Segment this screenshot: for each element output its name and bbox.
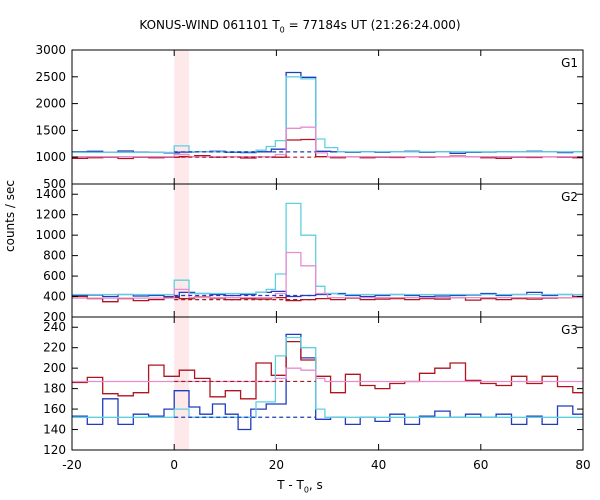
y-tick-label: 200: [43, 361, 66, 375]
y-tick-label: 120: [43, 443, 66, 457]
highlight-interval: [174, 50, 190, 450]
x-axis-label: T - T0, s: [0, 478, 600, 494]
title-subscript: 0: [279, 25, 285, 35]
y-tick-label: 400: [43, 290, 66, 304]
y-tick-label: 140: [43, 423, 66, 437]
y-tick-label: 3000: [35, 43, 66, 57]
y-tick-label: 200: [43, 310, 66, 324]
title-suffix: = 77184s UT (21:26:24.000): [284, 18, 461, 32]
y-tick-label: 1000: [35, 150, 66, 164]
x-tick-label: 20: [269, 458, 284, 472]
panel-frame-g3: [71, 316, 584, 451]
panel-label-g3: G3: [561, 323, 578, 337]
panel-label-g2: G2: [561, 190, 578, 204]
x-tick-label: -20: [62, 458, 82, 472]
x-tick-label: 0: [170, 458, 178, 472]
series-g2-cyan_series: [72, 202, 583, 296]
y-tick-label: 1200: [35, 208, 66, 222]
y-axis-label: counts / sec: [3, 179, 17, 252]
y-tick-label: 240: [43, 320, 66, 334]
series-g1-cyan_series: [72, 76, 583, 154]
panel-frame-g1: [71, 49, 584, 185]
y-tick-label: 800: [43, 249, 66, 263]
x-label-prefix: T - T: [277, 478, 304, 492]
y-tick-label: 160: [43, 402, 66, 416]
panel-label-g1: G1: [561, 56, 578, 70]
series-g3-pink_series: [72, 367, 583, 383]
y-tick-label: 1400: [35, 187, 66, 201]
series-g3-blue_series: [72, 333, 583, 431]
y-tick-label: 1000: [35, 228, 66, 242]
x-tick-label: 80: [575, 458, 590, 472]
x-label-suffix: , s: [308, 478, 323, 492]
y-tick-label: 2500: [35, 70, 66, 84]
chart-title: KONUS-WIND 061101 T0 = 77184s UT (21:26:…: [0, 18, 600, 34]
y-tick-label: 180: [43, 382, 66, 396]
series-g1-pink_series: [72, 126, 583, 158]
series-g2-red_series: [72, 295, 583, 303]
y-tick-label: 500: [43, 177, 66, 191]
series-g3-red_series: [72, 340, 583, 400]
x-label-subscript: 0: [303, 485, 309, 495]
x-tick-label: 40: [371, 458, 386, 472]
series-g2-pink_series: [72, 251, 583, 299]
series-g1-blue_series: [72, 71, 583, 155]
y-tick-label: 2000: [35, 97, 66, 111]
x-tick-label: 60: [473, 458, 488, 472]
y-tick-label: 1500: [35, 123, 66, 137]
title-prefix: KONUS-WIND 061101 T: [139, 18, 280, 32]
y-tick-label: 600: [43, 269, 66, 283]
y-tick-label: 220: [43, 341, 66, 355]
